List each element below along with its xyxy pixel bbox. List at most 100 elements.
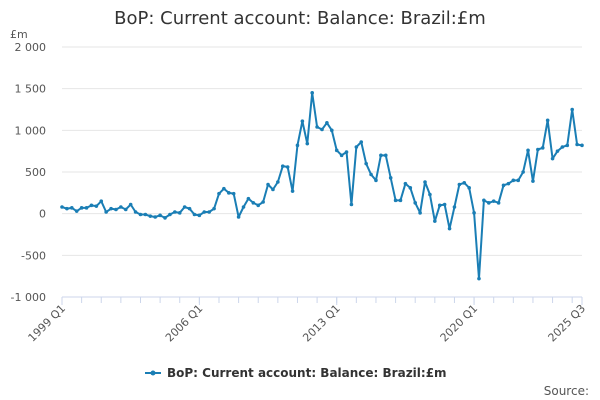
data-point[interactable] xyxy=(555,149,560,153)
data-point[interactable] xyxy=(236,215,241,219)
data-point[interactable] xyxy=(325,121,329,125)
data-point[interactable] xyxy=(442,202,447,207)
data-point[interactable] xyxy=(217,191,221,196)
data-point[interactable] xyxy=(300,119,305,123)
data-point[interactable] xyxy=(472,211,476,215)
data-point[interactable] xyxy=(344,150,349,154)
data-point[interactable] xyxy=(486,201,491,205)
data-point[interactable] xyxy=(516,178,521,183)
data-point[interactable] xyxy=(202,210,207,214)
data-point[interactable] xyxy=(310,91,314,95)
data-point[interactable] xyxy=(84,206,89,210)
data-point[interactable] xyxy=(138,212,143,217)
data-point[interactable] xyxy=(79,206,84,210)
data-point[interactable] xyxy=(285,165,290,169)
data-point[interactable] xyxy=(305,141,310,146)
data-point[interactable] xyxy=(545,118,550,123)
data-point[interactable] xyxy=(437,203,442,208)
data-point[interactable] xyxy=(320,127,324,132)
data-point[interactable] xyxy=(177,211,182,215)
data-point[interactable] xyxy=(158,213,162,218)
data-point[interactable] xyxy=(231,191,236,196)
data-point[interactable] xyxy=(197,213,202,218)
data-point[interactable] xyxy=(119,205,123,209)
data-point[interactable] xyxy=(580,143,584,148)
data-point[interactable] xyxy=(354,145,359,149)
data-point[interactable] xyxy=(246,196,251,201)
data-point[interactable] xyxy=(315,125,319,129)
data-point[interactable] xyxy=(109,206,113,211)
data-point[interactable] xyxy=(349,202,354,207)
data-point[interactable] xyxy=(280,164,285,168)
data-point[interactable] xyxy=(74,209,79,213)
data-point[interactable] xyxy=(388,176,393,180)
data-point[interactable] xyxy=(163,216,167,220)
data-point[interactable] xyxy=(128,202,133,207)
data-point[interactable] xyxy=(511,178,516,183)
data-point[interactable] xyxy=(374,178,378,183)
data-point[interactable] xyxy=(256,203,261,208)
data-point[interactable] xyxy=(575,142,579,147)
data-point[interactable] xyxy=(364,161,368,166)
data-point[interactable] xyxy=(143,212,148,217)
data-point[interactable] xyxy=(565,143,570,148)
data-point[interactable] xyxy=(379,153,383,158)
data-point[interactable] xyxy=(408,186,413,190)
data-point[interactable] xyxy=(393,198,398,203)
data-point[interactable] xyxy=(168,212,172,217)
data-point[interactable] xyxy=(403,181,408,186)
data-point[interactable] xyxy=(261,200,265,204)
data-point[interactable] xyxy=(60,205,64,209)
data-point[interactable] xyxy=(334,148,339,153)
data-point[interactable] xyxy=(359,140,364,144)
data-point[interactable] xyxy=(271,187,275,192)
data-point[interactable] xyxy=(251,201,256,205)
data-point[interactable] xyxy=(496,201,501,205)
data-point[interactable] xyxy=(491,199,496,203)
data-point[interactable] xyxy=(560,145,565,149)
data-point[interactable] xyxy=(457,182,462,187)
data-point[interactable] xyxy=(526,148,530,153)
data-point[interactable] xyxy=(452,205,457,209)
data-point[interactable] xyxy=(94,204,99,208)
data-point[interactable] xyxy=(89,203,94,208)
data-point[interactable] xyxy=(133,210,138,214)
data-point[interactable] xyxy=(173,210,177,214)
data-point[interactable] xyxy=(423,180,427,184)
data-point[interactable] xyxy=(482,198,486,203)
data-point[interactable] xyxy=(536,147,540,152)
data-point[interactable] xyxy=(192,212,197,217)
data-point[interactable] xyxy=(447,226,452,231)
data-point[interactable] xyxy=(226,191,231,195)
data-point[interactable] xyxy=(266,182,270,187)
data-point[interactable] xyxy=(207,210,211,214)
data-point[interactable] xyxy=(550,156,555,161)
data-point[interactable] xyxy=(99,199,104,203)
data-point[interactable] xyxy=(477,276,481,281)
data-point[interactable] xyxy=(295,143,300,148)
data-point[interactable] xyxy=(65,206,69,211)
data-point[interactable] xyxy=(467,186,471,190)
data-point[interactable] xyxy=(369,172,373,177)
data-point[interactable] xyxy=(123,207,128,212)
data-point[interactable] xyxy=(114,207,118,212)
data-point[interactable] xyxy=(187,206,192,211)
data-point[interactable] xyxy=(531,179,535,183)
data-point[interactable] xyxy=(462,181,467,185)
data-point[interactable] xyxy=(148,214,153,218)
data-point[interactable] xyxy=(570,107,574,112)
data-point[interactable] xyxy=(276,180,280,184)
data-point[interactable] xyxy=(70,206,74,210)
data-point[interactable] xyxy=(339,153,344,158)
data-point[interactable] xyxy=(290,189,295,193)
data-point[interactable] xyxy=(182,205,187,209)
data-point[interactable] xyxy=(418,211,422,215)
data-point[interactable] xyxy=(330,128,334,133)
data-point[interactable] xyxy=(153,215,158,219)
data-point[interactable] xyxy=(398,198,403,203)
data-point[interactable] xyxy=(241,205,246,209)
data-point[interactable] xyxy=(413,201,418,205)
data-point[interactable] xyxy=(428,192,432,197)
data-point[interactable] xyxy=(212,206,216,211)
data-point[interactable] xyxy=(521,170,525,174)
